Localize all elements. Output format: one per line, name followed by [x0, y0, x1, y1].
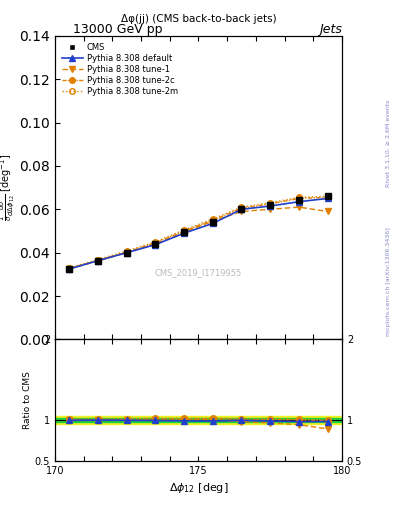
Bar — [55, 416, 342, 424]
Text: CMS_2019_I1719955: CMS_2019_I1719955 — [155, 268, 242, 277]
Text: Δφ(jj) (CMS back-to-back jets): Δφ(jj) (CMS back-to-back jets) — [121, 14, 276, 24]
Pythia 8.308 tune-2m — [182, 227, 187, 233]
Y-axis label: Ratio to CMS: Ratio to CMS — [23, 371, 32, 429]
X-axis label: $\Delta\phi_{12}$ [deg]: $\Delta\phi_{12}$ [deg] — [169, 481, 228, 495]
Text: 13000 GeV pp: 13000 GeV pp — [73, 23, 163, 36]
Pythia 8.308 tune-2c — [268, 201, 273, 207]
Line: Pythia 8.308 tune-2m: Pythia 8.308 tune-2m — [66, 194, 331, 271]
Line: Pythia 8.308 tune-2c: Pythia 8.308 tune-2c — [66, 195, 331, 271]
Pythia 8.308 tune-1 — [297, 204, 301, 210]
Pythia 8.308 tune-2c — [325, 194, 330, 200]
Pythia 8.308 tune-1 — [67, 266, 72, 272]
Pythia 8.308 default — [211, 220, 215, 226]
Pythia 8.308 tune-1 — [211, 218, 215, 224]
Pythia 8.308 default — [96, 258, 101, 264]
Line: Pythia 8.308 tune-1: Pythia 8.308 tune-1 — [66, 204, 331, 272]
Text: Jets: Jets — [319, 23, 342, 36]
Pythia 8.308 tune-1 — [325, 208, 330, 215]
Y-axis label: $\frac{1}{\sigma}\frac{d\sigma}{d\Delta\phi_{12}}$ [deg$^{-1}$]: $\frac{1}{\sigma}\frac{d\sigma}{d\Delta\… — [0, 154, 17, 221]
Pythia 8.308 tune-2c — [67, 265, 72, 271]
Bar — [55, 418, 342, 422]
Pythia 8.308 default — [325, 196, 330, 202]
Pythia 8.308 tune-2c — [153, 240, 158, 246]
Pythia 8.308 default — [297, 199, 301, 205]
Pythia 8.308 tune-2m — [211, 216, 215, 222]
Pythia 8.308 tune-2m — [96, 257, 101, 263]
Pythia 8.308 tune-2c — [125, 249, 129, 255]
Pythia 8.308 default — [153, 242, 158, 248]
Pythia 8.308 tune-2c — [297, 196, 301, 202]
Legend: CMS, Pythia 8.308 default, Pythia 8.308 tune-1, Pythia 8.308 tune-2c, Pythia 8.3: CMS, Pythia 8.308 default, Pythia 8.308 … — [59, 40, 180, 98]
Pythia 8.308 tune-2m — [325, 193, 330, 199]
Pythia 8.308 tune-2m — [153, 239, 158, 245]
Pythia 8.308 tune-2c — [182, 228, 187, 234]
Pythia 8.308 tune-1 — [125, 249, 129, 255]
Pythia 8.308 tune-2m — [239, 204, 244, 210]
Pythia 8.308 tune-2m — [268, 200, 273, 206]
Pythia 8.308 default — [182, 230, 187, 236]
Pythia 8.308 tune-2c — [211, 217, 215, 223]
Pythia 8.308 tune-1 — [239, 208, 244, 215]
Text: mcplots.cern.ch [arXiv:1306.3436]: mcplots.cern.ch [arXiv:1306.3436] — [386, 227, 391, 336]
Pythia 8.308 tune-2m — [67, 265, 72, 271]
Pythia 8.308 tune-1 — [268, 206, 273, 212]
Pythia 8.308 tune-2c — [96, 257, 101, 263]
Pythia 8.308 tune-2m — [125, 248, 129, 254]
Pythia 8.308 tune-1 — [153, 241, 158, 247]
Pythia 8.308 tune-2c — [239, 205, 244, 211]
Text: Rivet 3.1.10, ≥ 2.6M events: Rivet 3.1.10, ≥ 2.6M events — [386, 100, 391, 187]
Pythia 8.308 default — [67, 266, 72, 272]
Pythia 8.308 tune-2m — [297, 194, 301, 200]
Line: Pythia 8.308 default: Pythia 8.308 default — [66, 196, 331, 272]
Pythia 8.308 default — [268, 203, 273, 209]
Pythia 8.308 tune-1 — [182, 229, 187, 235]
Pythia 8.308 default — [239, 206, 244, 212]
Pythia 8.308 tune-1 — [96, 258, 101, 264]
Pythia 8.308 default — [125, 249, 129, 255]
